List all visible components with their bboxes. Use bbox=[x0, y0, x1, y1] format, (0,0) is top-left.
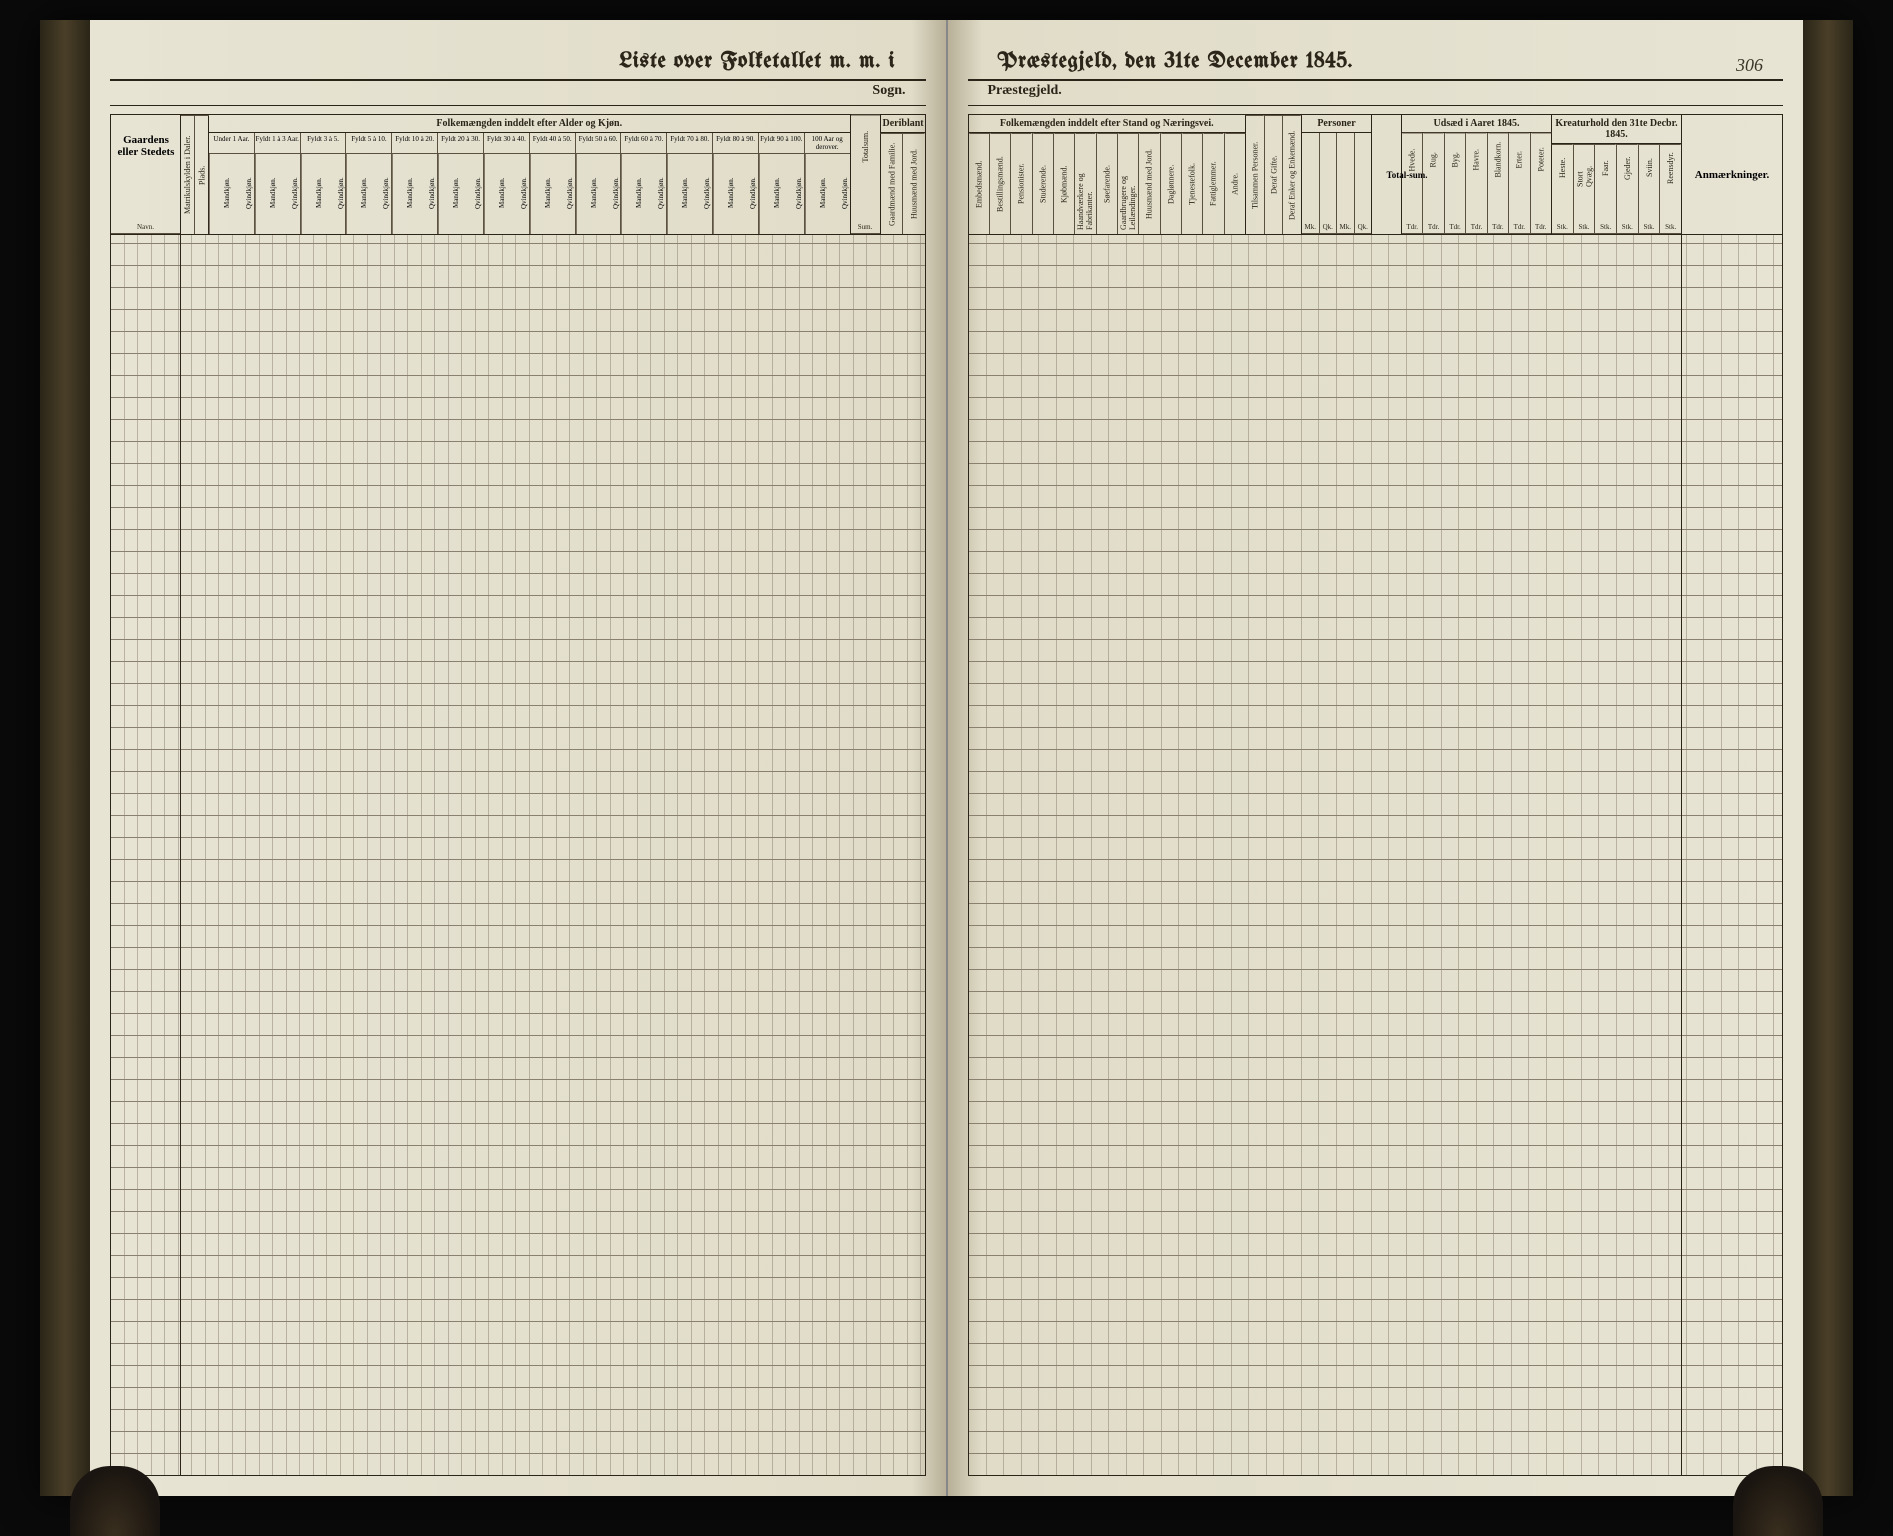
group-label: Deriblant bbox=[881, 115, 925, 133]
age-bracket-row: Under 1 Aar. Fyldt 1 à 3 Aar. Fyldt 3 à … bbox=[209, 133, 850, 154]
ledger-header-right: Folkemængden inddelt efter Stand og Næri… bbox=[969, 115, 1783, 235]
col-age-section: Folkemængden inddelt efter Alder og Kjøn… bbox=[209, 115, 851, 234]
col-udsaed: Udsæd i Aaret 1845. Hvede.Tdr. Rug.Tdr. … bbox=[1402, 115, 1552, 234]
col-totalsum-r: Total-sum. bbox=[1372, 115, 1402, 234]
v-label: Huusmænd med Jord. bbox=[903, 133, 925, 234]
thumb-shadow-left bbox=[70, 1466, 160, 1536]
age-bracket: Fyldt 20 à 30. bbox=[438, 133, 484, 153]
age-bracket: Fyldt 5 à 10. bbox=[346, 133, 392, 153]
left-page: Liste over Folketallet m. m. i Sogn. Gaa… bbox=[90, 20, 948, 1496]
col-label: Gaardens eller Stedets bbox=[111, 115, 181, 176]
sub-label: Navn. bbox=[111, 176, 180, 234]
col-kreaturhold: Kreaturhold den 31te Decbr. 1845. Heste.… bbox=[1552, 115, 1682, 234]
section-title: Folkemængden inddelt efter Alder og Kjøn… bbox=[209, 115, 850, 133]
right-page: 306 Præstegjeld, den 31te December 1845.… bbox=[948, 20, 1804, 1496]
col-matrikul: Matrikulskylden i Daler. Plads. bbox=[181, 115, 209, 234]
v-label: Plads. bbox=[195, 115, 209, 234]
age-bracket: Fyldt 50 à 60. bbox=[576, 133, 622, 153]
book-spine-right bbox=[1803, 20, 1853, 1496]
age-bracket: Fyldt 1 à 3 Aar. bbox=[255, 133, 301, 153]
ledger-body-right bbox=[969, 235, 1783, 1475]
v-label: Matrikulskylden i Daler. bbox=[181, 115, 194, 234]
rule bbox=[968, 79, 1784, 81]
col-stedets: Gaardens eller Stedets Navn. bbox=[111, 115, 181, 234]
age-bracket: Fyldt 70 à 80. bbox=[667, 133, 713, 153]
age-bracket: Under 1 Aar. bbox=[209, 133, 255, 153]
ledger-right: Folkemængden inddelt efter Stand og Næri… bbox=[968, 114, 1784, 1476]
ledger-body-left bbox=[111, 235, 925, 1475]
subheader-left: Sogn. bbox=[110, 83, 926, 99]
col-totalsum: Totalsum. Sum. bbox=[851, 115, 881, 234]
v-label: Gaardmænd med Familie. bbox=[881, 133, 903, 234]
age-bracket: Fyldt 10 à 20. bbox=[392, 133, 438, 153]
sum-label: Sum. bbox=[851, 177, 880, 235]
col-tilsammen: Tilsammen Personer. Deraf Gifte. Deraf E… bbox=[1246, 115, 1302, 234]
age-bracket: Fyldt 30 à 40. bbox=[484, 133, 530, 153]
rule bbox=[968, 105, 1784, 106]
age-bracket: Fyldt 60 à 70. bbox=[621, 133, 667, 153]
gender-subrow: Mandkjøn.Qvindkjøn. Mandkjøn.Qvindkjøn. … bbox=[209, 154, 850, 234]
col-deriblant: Deriblant Gaardmænd med Familie. Huusmæn… bbox=[881, 115, 925, 234]
page-title-left: Liste over Folketallet m. m. i bbox=[110, 50, 926, 73]
section-title: Folkemængden inddelt efter Stand og Næri… bbox=[969, 115, 1246, 133]
age-bracket: Fyldt 90 à 100. bbox=[759, 133, 805, 153]
age-bracket: Fyldt 80 à 90. bbox=[713, 133, 759, 153]
age-bracket: Fyldt 40 à 50. bbox=[530, 133, 576, 153]
total-label: Totalsum. bbox=[851, 115, 880, 177]
subheader-right: Præstegjeld. bbox=[968, 83, 1784, 99]
col-anmaerkninger: Anmærkninger. bbox=[1682, 115, 1782, 234]
thumb-shadow-right bbox=[1733, 1466, 1823, 1536]
book-spine-left bbox=[40, 20, 90, 1496]
rule bbox=[110, 105, 926, 106]
page-title-right: Præstegjeld, den 31te December 1845. bbox=[968, 50, 1784, 73]
age-bracket: Fyldt 3 à 5. bbox=[301, 133, 347, 153]
col-stand-section: Folkemængden inddelt efter Stand og Næri… bbox=[969, 115, 1247, 234]
rule bbox=[110, 79, 926, 81]
col-personer: Personer Mk. Qk. Mk. Qk. bbox=[1302, 115, 1372, 234]
ledger-left: Gaardens eller Stedets Navn. Matrikulsky… bbox=[110, 114, 926, 1476]
page-number: 306 bbox=[1736, 55, 1763, 76]
open-ledger-book: Liste over Folketallet m. m. i Sogn. Gaa… bbox=[40, 20, 1853, 1496]
age-bracket: 100 Aar og derover. bbox=[805, 133, 850, 153]
ledger-header-left: Gaardens eller Stedets Navn. Matrikulsky… bbox=[111, 115, 925, 235]
